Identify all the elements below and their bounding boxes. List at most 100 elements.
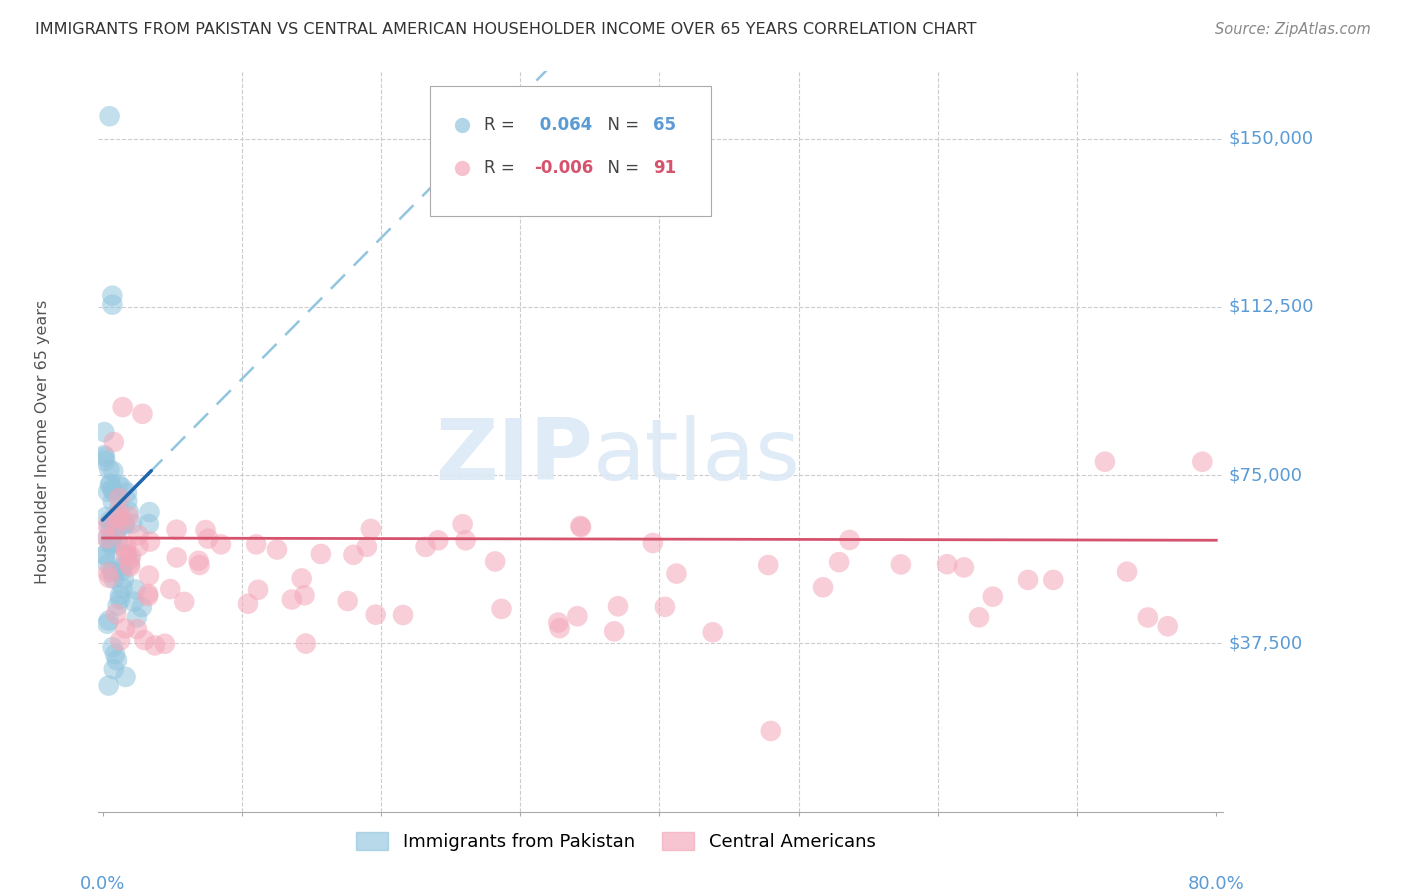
Point	[111, 564, 134, 578]
Point	[641, 536, 664, 550]
Point	[108, 633, 131, 648]
Point	[981, 590, 1004, 604]
Point	[108, 491, 131, 505]
Point	[247, 582, 270, 597]
Point	[112, 572, 135, 586]
Point	[103, 662, 125, 676]
Point	[1042, 573, 1064, 587]
Point	[101, 298, 124, 312]
Point	[890, 558, 912, 572]
Point	[108, 588, 131, 602]
Point	[115, 485, 138, 500]
Point	[115, 539, 138, 553]
Point	[98, 571, 121, 585]
Point	[392, 607, 415, 622]
Point	[281, 592, 304, 607]
Point	[143, 639, 166, 653]
Point	[266, 542, 288, 557]
Point	[94, 509, 117, 524]
Text: 0.0%: 0.0%	[80, 874, 125, 892]
Point	[114, 670, 136, 684]
Point	[811, 580, 834, 594]
Point	[138, 517, 160, 532]
Text: ZIP: ZIP	[436, 415, 593, 498]
Point	[105, 510, 128, 524]
Point	[1157, 619, 1180, 633]
Text: 80.0%: 80.0%	[1188, 874, 1244, 892]
Point	[159, 582, 181, 596]
Point	[107, 511, 129, 525]
Point	[96, 518, 118, 533]
Point	[100, 476, 122, 491]
Point	[294, 637, 316, 651]
Point	[603, 624, 626, 639]
Point	[759, 723, 782, 738]
Point	[101, 564, 124, 578]
Point	[138, 568, 160, 582]
Point	[101, 289, 124, 303]
Text: $37,500: $37,500	[1229, 634, 1303, 652]
Point	[94, 454, 117, 468]
Point	[294, 588, 316, 602]
Text: N =: N =	[596, 116, 644, 134]
Point	[98, 514, 121, 528]
Point	[702, 625, 724, 640]
Point	[1191, 455, 1213, 469]
Point	[105, 653, 128, 667]
Point	[94, 450, 117, 464]
Point	[131, 600, 153, 615]
Point	[427, 533, 450, 548]
FancyBboxPatch shape	[430, 87, 711, 216]
Point	[97, 557, 120, 571]
Point	[245, 537, 267, 551]
Text: atlas: atlas	[593, 415, 801, 498]
Point	[101, 494, 124, 508]
Point	[111, 481, 134, 495]
Point	[1017, 573, 1039, 587]
Point	[309, 547, 332, 561]
Point	[454, 533, 477, 548]
Point	[342, 548, 364, 562]
Point	[122, 594, 145, 608]
Text: $75,000: $75,000	[1229, 467, 1303, 484]
Point	[96, 531, 118, 545]
Text: 0.064: 0.064	[534, 116, 592, 134]
Point	[665, 566, 688, 581]
Point	[188, 558, 211, 572]
Point	[97, 566, 120, 580]
Point	[100, 536, 122, 550]
Text: 65: 65	[652, 116, 676, 134]
Point	[110, 560, 132, 574]
Point	[153, 637, 176, 651]
Text: N =: N =	[596, 159, 644, 177]
Point	[105, 523, 128, 537]
Point	[967, 610, 990, 624]
Point	[107, 506, 129, 520]
Point	[291, 571, 314, 585]
Point	[236, 597, 259, 611]
Point	[114, 622, 136, 636]
Point	[125, 622, 148, 636]
Point	[336, 594, 359, 608]
Point	[547, 615, 569, 630]
Point	[105, 607, 128, 621]
Point	[96, 532, 118, 546]
Point	[364, 607, 387, 622]
Point	[1094, 455, 1116, 469]
Point	[111, 581, 134, 595]
Point	[166, 550, 188, 565]
Point	[828, 555, 851, 569]
Point	[139, 534, 162, 549]
Point	[100, 539, 122, 553]
Point	[166, 523, 188, 537]
Point	[360, 522, 382, 536]
Point	[756, 558, 779, 572]
Point	[100, 565, 122, 579]
Text: $150,000: $150,000	[1229, 129, 1315, 148]
Text: Source: ZipAtlas.com: Source: ZipAtlas.com	[1215, 22, 1371, 37]
Point	[131, 407, 153, 421]
Point	[103, 435, 125, 450]
Point	[125, 610, 148, 624]
Point	[197, 532, 219, 546]
Point	[98, 109, 121, 123]
